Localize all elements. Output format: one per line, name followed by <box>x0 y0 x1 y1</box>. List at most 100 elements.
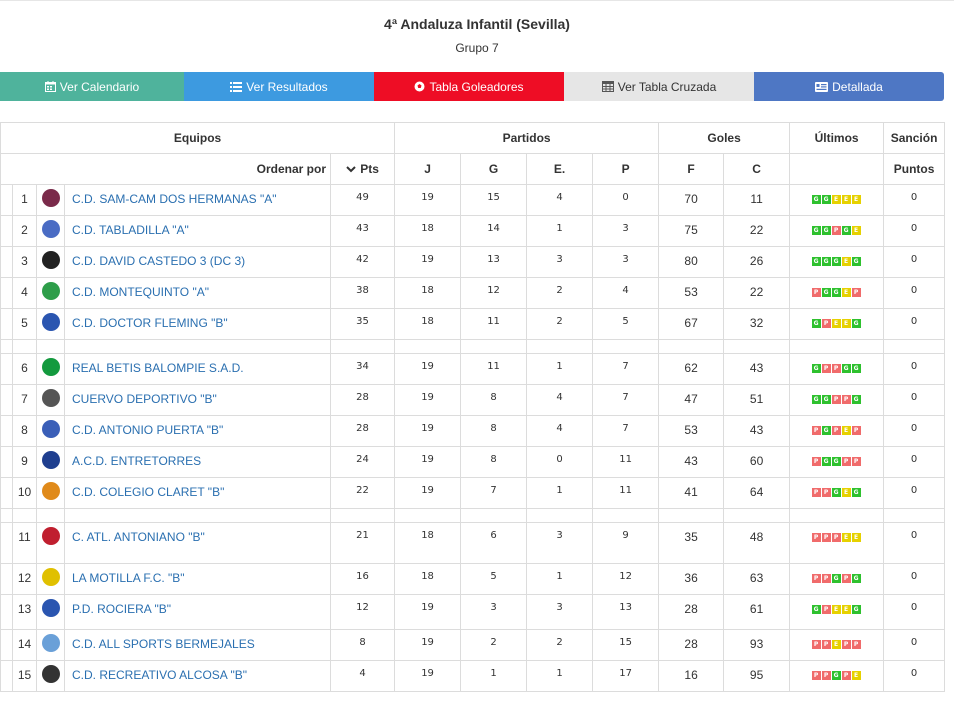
f-cell: 41 <box>658 477 725 509</box>
team-crest-icon <box>41 389 60 407</box>
team-logo-cell <box>36 563 65 595</box>
sancion-cell: 0 <box>883 353 946 385</box>
result-badge: P <box>811 426 821 435</box>
team-name-link[interactable]: C.D. ANTONIO PUERTA "B" <box>64 415 331 447</box>
team-name-link[interactable]: C.D. DAVID CASTEDO 3 (DC 3) <box>64 246 331 278</box>
table-row[interactable]: 8 C.D. ANTONIO PUERTA "B" 28 19 8 4 7 53 43 P G P E P… <box>0 415 946 447</box>
result-badge: P <box>841 574 851 583</box>
table-row[interactable]: 6 REAL BETIS BALOMPIE S.A.D. 34 19 11 1 7 62 43 G… <box>0 353 946 385</box>
f-cell: 53 <box>658 277 725 309</box>
result-badge: G <box>821 226 831 235</box>
ver-calendario-button[interactable]: Ver Calendario <box>0 72 184 101</box>
position-cell: 10 <box>12 477 37 509</box>
result-badge: P <box>811 457 821 466</box>
team-name-link[interactable]: C.D. COLEGIO CLARET "B" <box>64 477 331 509</box>
result-badge: P <box>841 671 851 680</box>
g-header: G <box>460 153 528 185</box>
position-cell: 7 <box>12 384 37 416</box>
table-row[interactable]: 14 C.D. ALL SPORTS BERMEJALES 8 19 2 2 15 28 93 P… <box>0 629 946 661</box>
result-badge: E <box>841 533 851 542</box>
j-cell: 18 <box>394 308 462 340</box>
j-header: J <box>394 153 462 185</box>
ver-tabla-cruzada-button[interactable]: Ver Tabla Cruzada <box>564 72 754 101</box>
sancion-cell: 0 <box>883 384 946 416</box>
partidos-header: Partidos <box>394 122 660 154</box>
table-row[interactable]: 15 C.D. RECREATIVO ALCOSA "B" 4 19 1 1 17 16 95 P… <box>0 660 946 692</box>
result-badge: E <box>831 195 841 204</box>
sancion-cell: 0 <box>883 446 946 478</box>
table-row[interactable]: 1 C.D. SAM-CAM DOS HERMANAS "A" 49 19 15 4 0 70… <box>0 184 946 216</box>
table-row[interactable]: 5 C.D. DOCTOR FLEMING "B" 35 18 11 2 5 67 32 G P E E… <box>0 308 946 340</box>
row-spacer-cell <box>0 594 13 630</box>
tabla-goleadores-label: Tabla Goleadores <box>429 79 524 94</box>
c-cell: 11 <box>723 184 791 216</box>
result-badge: E <box>831 640 841 649</box>
table-row[interactable]: 7 CUERVO DEPORTIVO "B" 28 19 8 4 7 47 51 G G P P G 0 <box>0 384 946 416</box>
g-cell: 6 <box>460 522 528 564</box>
table-row[interactable]: 3 C.D. DAVID CASTEDO 3 (DC 3) 42 19 13 3 3 80 26… <box>0 246 946 278</box>
result-badge: G <box>851 319 861 328</box>
ver-resultados-button[interactable]: Ver Resultados <box>184 72 374 101</box>
sancion-header: Sanción <box>883 122 946 154</box>
sort-by-pts-column[interactable]: Pts <box>329 153 396 185</box>
table-row[interactable]: 4 C.D. MONTEQUINTO "A" 38 18 12 2 4 53 22 P G G E P 0 <box>0 277 946 309</box>
pts-cell: 49 <box>329 184 396 216</box>
c-cell: 22 <box>723 277 791 309</box>
team-logo-cell <box>36 522 65 564</box>
table-grid-icon <box>601 81 614 92</box>
team-name-link[interactable]: P.D. ROCIERA "B" <box>64 594 331 630</box>
result-badge: G <box>831 671 841 680</box>
sancion-cell: 0 <box>883 660 946 692</box>
c-cell: 26 <box>723 246 791 278</box>
team-name-link[interactable]: C. ATL. ANTONIANO "B" <box>64 522 331 564</box>
separator-cell <box>329 508 396 523</box>
team-name-link[interactable]: C.D. SAM-CAM DOS HERMANAS "A" <box>64 184 331 216</box>
e-cell: 1 <box>526 477 594 509</box>
g-cell: 2 <box>460 629 528 661</box>
table-row[interactable]: 2 C.D. TABLADILLA "A" 43 18 14 1 3 75 22 G G P G E 0 <box>0 215 946 247</box>
result-badge: E <box>841 195 851 204</box>
result-badge: G <box>811 257 821 266</box>
team-crest-icon <box>41 527 60 545</box>
team-crest-icon <box>41 282 60 300</box>
c-cell: 60 <box>723 446 791 478</box>
team-name-link[interactable]: A.C.D. ENTRETORRES <box>64 446 331 478</box>
team-name-link[interactable]: C.D. ALL SPORTS BERMEJALES <box>64 629 331 661</box>
p-cell: 5 <box>592 308 660 340</box>
team-name-link[interactable]: C.D. MONTEQUINTO "A" <box>64 277 331 309</box>
pts-cell: 24 <box>329 446 396 478</box>
c-cell: 32 <box>723 308 791 340</box>
ordenar-por-label: Ordenar por <box>0 153 331 185</box>
table-row[interactable]: 13 P.D. ROCIERA "B" 12 19 3 3 13 28 61 G P E E G 0 <box>0 594 946 630</box>
g-cell: 15 <box>460 184 528 216</box>
result-badge: E <box>851 533 861 542</box>
table-row[interactable]: 9 A.C.D. ENTRETORRES 24 19 8 0 11 43 60 P G G P P 0 <box>0 446 946 478</box>
team-name-link[interactable]: LA MOTILLA F.C. "B" <box>64 563 331 595</box>
c-header: C <box>723 153 791 185</box>
j-cell: 19 <box>394 660 462 692</box>
p-cell: 11 <box>592 446 660 478</box>
team-name-link[interactable]: C.D. DOCTOR FLEMING "B" <box>64 308 331 340</box>
team-name-link[interactable]: REAL BETIS BALOMPIE S.A.D. <box>64 353 331 385</box>
team-name-link[interactable]: C.D. TABLADILLA "A" <box>64 215 331 247</box>
table-row[interactable]: 12 LA MOTILLA F.C. "B" 16 18 5 1 12 36 63 P P G P G 0 <box>0 563 946 595</box>
separator-cell <box>394 339 462 354</box>
table-row[interactable]: 10 C.D. COLEGIO CLARET "B" 22 19 7 1 11 41 64 P P G… <box>0 477 946 509</box>
ultimos-subheader <box>789 153 885 185</box>
pts-cell: 8 <box>329 629 396 661</box>
g-cell: 13 <box>460 246 528 278</box>
result-badge: G <box>811 364 821 373</box>
team-crest-icon <box>41 451 60 469</box>
result-badge: G <box>821 457 831 466</box>
detallada-button[interactable]: Detallada <box>754 72 944 101</box>
tabla-goleadores-button[interactable]: Tabla Goleadores <box>374 72 564 101</box>
p-cell: 11 <box>592 477 660 509</box>
team-name-link[interactable]: CUERVO DEPORTIVO "B" <box>64 384 331 416</box>
team-name-link[interactable]: C.D. RECREATIVO ALCOSA "B" <box>64 660 331 692</box>
table-row[interactable]: 11 C. ATL. ANTONIANO "B" 21 18 6 3 9 35 48 P P P E E 0 <box>0 522 946 564</box>
separator-cell <box>460 508 528 523</box>
separator-cell <box>789 339 885 354</box>
